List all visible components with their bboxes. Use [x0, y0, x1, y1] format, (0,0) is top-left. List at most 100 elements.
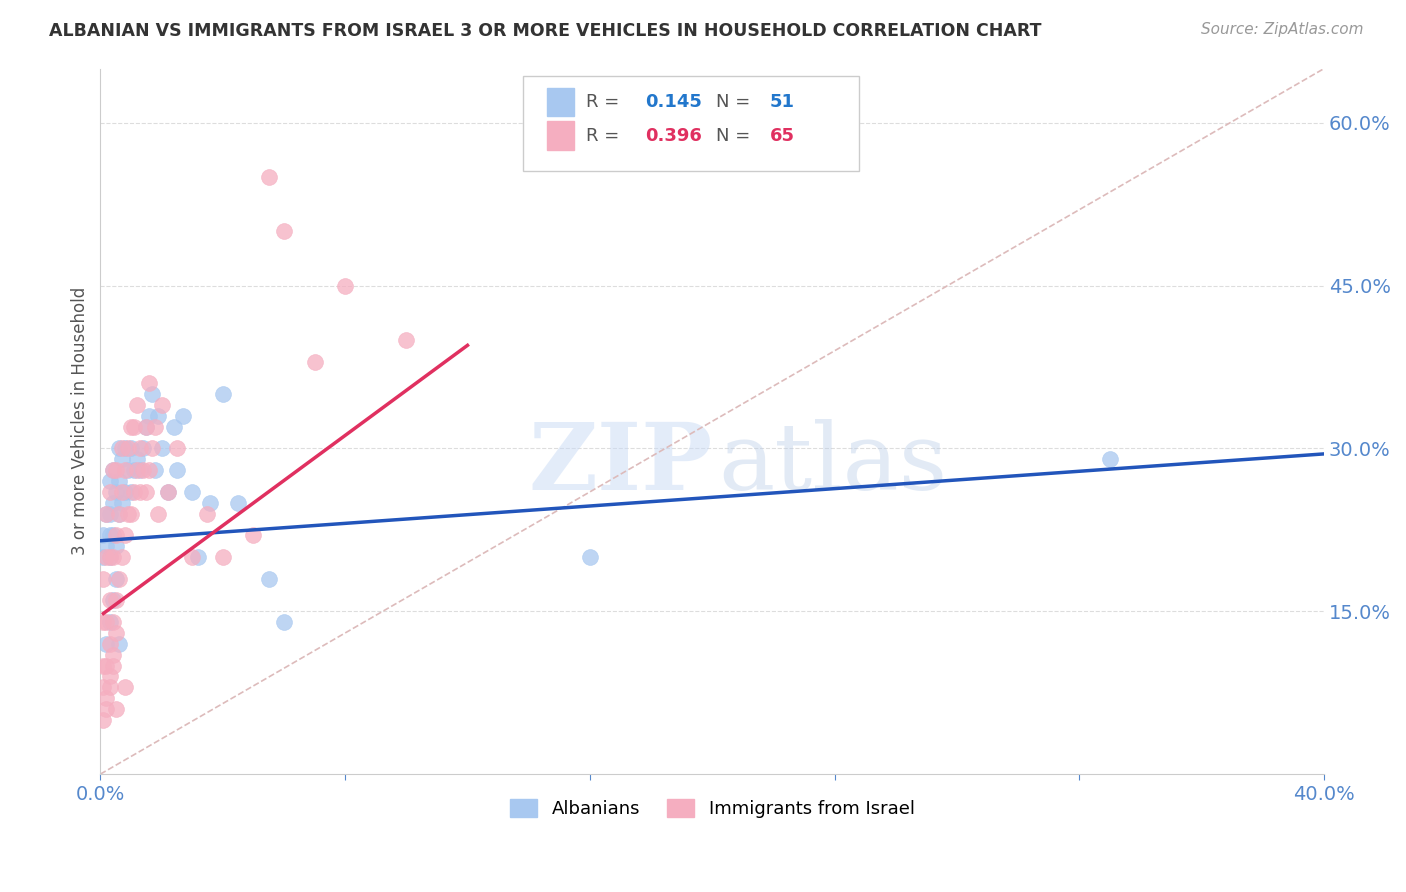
Bar	[547, 87, 574, 116]
Point	[107, 572, 129, 586]
Point	[125, 452, 148, 467]
Text: ALBANIAN VS IMMIGRANTS FROM ISRAEL 3 OR MORE VEHICLES IN HOUSEHOLD CORRELATION C: ALBANIAN VS IMMIGRANTS FROM ISRAEL 3 OR …	[49, 22, 1042, 40]
Point	[117, 463, 139, 477]
Point	[211, 549, 233, 564]
Point	[98, 484, 121, 499]
Point	[132, 442, 155, 456]
Point	[150, 442, 173, 456]
Point	[96, 507, 118, 521]
Point	[138, 376, 160, 391]
Point	[156, 484, 179, 499]
Point	[132, 463, 155, 477]
Point	[101, 615, 124, 629]
Point	[96, 615, 118, 629]
Text: R =: R =	[586, 127, 626, 145]
Point	[114, 463, 136, 477]
Point	[93, 615, 115, 629]
Point	[333, 278, 356, 293]
Point	[96, 691, 118, 706]
Point	[111, 496, 134, 510]
Text: ZIP: ZIP	[529, 418, 713, 508]
Point	[166, 463, 188, 477]
Text: N =: N =	[716, 127, 756, 145]
Point	[166, 442, 188, 456]
Point	[197, 507, 219, 521]
Point	[98, 474, 121, 488]
Point	[114, 484, 136, 499]
Point	[138, 463, 160, 477]
Point	[304, 354, 326, 368]
Point	[96, 658, 118, 673]
Point	[135, 484, 157, 499]
Point	[96, 507, 118, 521]
Point	[273, 615, 295, 629]
Point	[101, 463, 124, 477]
Point	[579, 549, 602, 564]
Point	[107, 442, 129, 456]
Point	[172, 409, 194, 423]
Point	[141, 387, 163, 401]
Point	[101, 648, 124, 662]
Point	[104, 528, 127, 542]
Point	[125, 398, 148, 412]
Point	[242, 528, 264, 542]
Point	[98, 680, 121, 694]
Point	[98, 528, 121, 542]
Point	[96, 539, 118, 553]
Point	[129, 463, 152, 477]
Point	[111, 442, 134, 456]
Point	[93, 713, 115, 727]
Point	[104, 539, 127, 553]
Point	[181, 549, 204, 564]
Point	[98, 637, 121, 651]
Point	[148, 507, 170, 521]
Point	[129, 484, 152, 499]
Bar	[547, 121, 574, 150]
Point	[98, 549, 121, 564]
Point	[114, 442, 136, 456]
Point	[101, 593, 124, 607]
Text: N =: N =	[716, 93, 756, 111]
Point	[148, 409, 170, 423]
Point	[104, 463, 127, 477]
Point	[98, 507, 121, 521]
Point	[96, 549, 118, 564]
Point	[104, 626, 127, 640]
Text: 0.145: 0.145	[645, 93, 702, 111]
Point	[163, 419, 186, 434]
Point	[98, 615, 121, 629]
Point	[107, 507, 129, 521]
Point	[107, 637, 129, 651]
Point	[120, 419, 142, 434]
Point	[141, 442, 163, 456]
Point	[145, 463, 167, 477]
Point	[120, 442, 142, 456]
Text: Source: ZipAtlas.com: Source: ZipAtlas.com	[1201, 22, 1364, 37]
Point	[101, 528, 124, 542]
Point	[111, 452, 134, 467]
Point	[101, 463, 124, 477]
Point	[200, 496, 222, 510]
Point	[104, 484, 127, 499]
Point	[117, 507, 139, 521]
Point	[273, 224, 295, 238]
Point	[93, 549, 115, 564]
Point	[122, 463, 145, 477]
Point	[93, 658, 115, 673]
Legend: Albanians, Immigrants from Israel: Albanians, Immigrants from Israel	[503, 791, 922, 825]
Point	[122, 484, 145, 499]
Point	[1098, 452, 1121, 467]
Point	[129, 442, 152, 456]
Point	[122, 419, 145, 434]
Text: atlas: atlas	[718, 418, 948, 508]
Point	[111, 549, 134, 564]
Point	[107, 507, 129, 521]
Point	[93, 680, 115, 694]
Y-axis label: 3 or more Vehicles in Household: 3 or more Vehicles in Household	[72, 287, 89, 556]
Point	[114, 680, 136, 694]
Point	[226, 496, 249, 510]
Point	[125, 463, 148, 477]
Point	[257, 572, 280, 586]
Point	[257, 170, 280, 185]
Point	[138, 409, 160, 423]
